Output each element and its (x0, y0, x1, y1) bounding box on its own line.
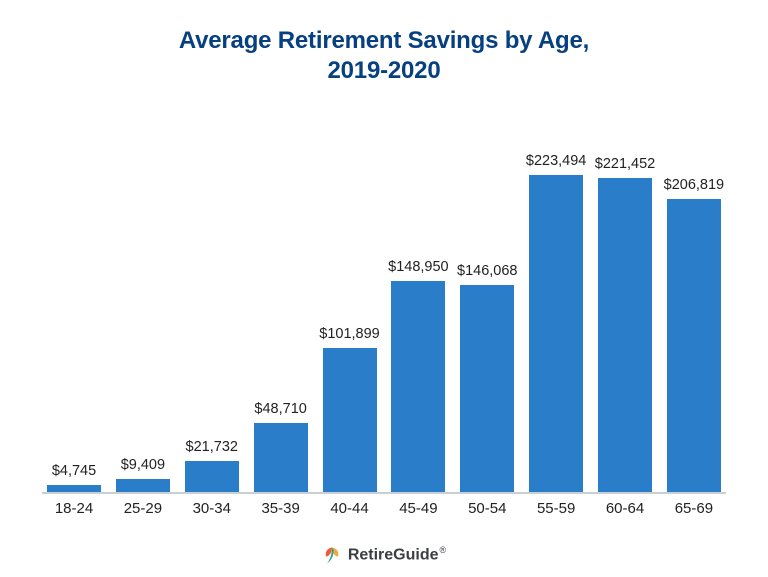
chart-title: Average Retirement Savings by Age,2019-2… (179, 26, 589, 86)
bar-value-label: $21,732 (186, 439, 238, 455)
bar-col: $4,745 (44, 114, 104, 492)
bar-value-label: $48,710 (254, 401, 306, 417)
bar-value-label: $148,950 (388, 259, 448, 275)
bar (254, 423, 308, 492)
bar (460, 285, 514, 492)
bar-value-label: $9,409 (121, 457, 165, 473)
x-axis-label: 65-69 (664, 500, 724, 517)
bar (323, 348, 377, 492)
bar-value-label: $146,068 (457, 263, 517, 279)
bar-col: $221,452 (595, 114, 655, 492)
bar (391, 281, 445, 492)
x-axis-label: 50-54 (457, 500, 517, 517)
bar (529, 175, 583, 492)
x-axis-label: 45-49 (388, 500, 448, 517)
bar-value-label: $101,899 (319, 326, 379, 342)
plot-area: $4,745 $9,409 $21,732 $48,710 $101,899 $148,9… (42, 114, 726, 494)
bar-col: $9,409 (113, 114, 173, 492)
bar-value-label: $206,819 (664, 177, 724, 193)
bar (116, 479, 170, 492)
brand-text: RetireGuide (348, 547, 439, 564)
x-axis-label: 18-24 (44, 500, 104, 517)
trademark: ® (440, 545, 447, 555)
x-axis-label: 35-39 (251, 500, 311, 517)
brand-footer: RetireGuide® (322, 545, 446, 565)
bar-col: $148,950 (388, 114, 448, 492)
bar-col: $206,819 (664, 114, 724, 492)
x-axis-label: 40-44 (320, 500, 380, 517)
bar-value-label: $223,494 (526, 153, 586, 169)
bar-value-label: $221,452 (595, 156, 655, 172)
bar-col: $21,732 (182, 114, 242, 492)
retireguide-logo-icon (322, 545, 342, 565)
x-axis-label: 60-64 (595, 500, 655, 517)
bar-col: $223,494 (526, 114, 586, 492)
bar (185, 461, 239, 492)
x-axis-label: 55-59 (526, 500, 586, 517)
bar-col: $146,068 (457, 114, 517, 492)
x-axis-label: 25-29 (113, 500, 173, 517)
bar (667, 199, 721, 492)
bar-value-label: $4,745 (52, 463, 96, 479)
bar-col: $48,710 (251, 114, 311, 492)
x-axis-label: 30-34 (182, 500, 242, 517)
brand-name: RetireGuide® (348, 545, 446, 564)
x-axis-labels: 18-24 25-29 30-34 35-39 40-44 45-49 50-54 55-59… (42, 494, 726, 517)
bar (598, 178, 652, 492)
bar-col: $101,899 (320, 114, 380, 492)
bar (47, 485, 101, 492)
bar-chart: Average Retirement Savings by Age,2019-2… (0, 0, 768, 565)
